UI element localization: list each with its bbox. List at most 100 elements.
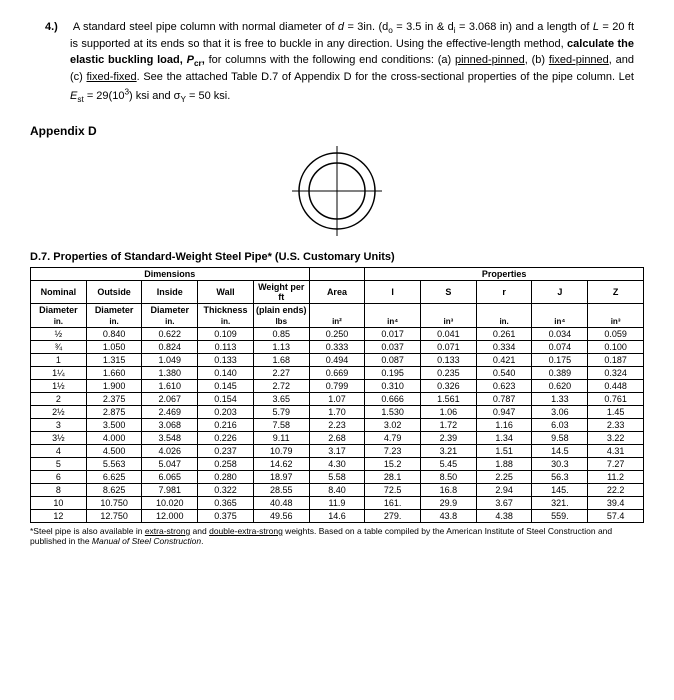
column-header: I [365,280,421,303]
column-unit: in⁴ [532,316,588,328]
table-cell: 0.017 [365,327,421,340]
table-cell: 3.02 [365,418,421,431]
table-cell: 1.70 [309,405,365,418]
table-cell: 8.50 [421,470,477,483]
table-cell: 1.88 [476,457,532,470]
column-header: Inside [142,280,198,303]
table-cell: 0.389 [532,366,588,379]
table-cell: 22.2 [588,483,644,496]
table-cell: 0.840 [86,327,142,340]
column-subheader [365,303,421,316]
column-unit: in³ [421,316,477,328]
column-unit: in. [142,316,198,328]
table-cell: 1.900 [86,379,142,392]
table-cell: 2.39 [421,431,477,444]
column-header: r [476,280,532,303]
table-cell: 0.041 [421,327,477,340]
table-cell: 3.17 [309,444,365,457]
column-subheader: Thickness [198,303,254,316]
table-cell: 4.000 [86,431,142,444]
column-subheader: Diameter [86,303,142,316]
table-cell: 0.175 [532,353,588,366]
table-cell: 40.48 [253,496,309,509]
table-cell: 1.07 [309,392,365,405]
table-cell: 0.195 [365,366,421,379]
table-cell: 0.669 [309,366,365,379]
problem-number: 4.) [45,20,70,36]
table-cell: 3.500 [86,418,142,431]
column-header: Outside [86,280,142,303]
table-cell: 2.27 [253,366,309,379]
column-header: Weight per ft [253,280,309,303]
table-cell: 559. [532,509,588,522]
group-header-properties: Properties [365,267,644,280]
table-cell: 0.365 [198,496,254,509]
table-cell: 1½ [31,379,87,392]
table-cell: 0.947 [476,405,532,418]
table-cell: 0.280 [198,470,254,483]
table-cell: 2½ [31,405,87,418]
table-cell: 15.2 [365,457,421,470]
column-header: Wall [198,280,254,303]
table-row: 66.6256.0650.28018.975.5828.18.502.2556.… [31,470,644,483]
table-cell: 0.494 [309,353,365,366]
table-group-header-row: Dimensions Properties [31,267,644,280]
table-cell: 30.3 [532,457,588,470]
table-cell: 8 [31,483,87,496]
table-cell: 145. [532,483,588,496]
table-cell: 0.087 [365,353,421,366]
table-cell: 11.9 [309,496,365,509]
table-cell: 0.622 [142,327,198,340]
column-unit: in² [309,316,365,328]
table-cell: 1.72 [421,418,477,431]
table-header-row-units: in.in.in.in.lbsin²in⁴in³in.in⁴in³ [31,316,644,328]
table-cell: 12 [31,509,87,522]
table-cell: 2.33 [588,418,644,431]
table-cell: 10.79 [253,444,309,457]
table-cell: 43.8 [421,509,477,522]
table-cell: 0.322 [198,483,254,496]
table-cell: 0.059 [588,327,644,340]
table-cell: 0.666 [365,392,421,405]
table-cell: 1.050 [86,340,142,353]
table-cell: 1.34 [476,431,532,444]
table-cell: 6.625 [86,470,142,483]
problem-text: A standard steel pipe column with normal… [70,21,634,102]
table-cell: 2.067 [142,392,198,405]
table-cell: 0.448 [588,379,644,392]
table-row: 1½1.9001.6100.1452.720.7990.3100.3260.62… [31,379,644,392]
table-cell: 12.750 [86,509,142,522]
table-cell: 0.261 [476,327,532,340]
table-cell: 0.100 [588,340,644,353]
table-cell: 3.65 [253,392,309,405]
table-cell: 4.38 [476,509,532,522]
table-row: 1212.75012.0000.37549.5614.6279.43.84.38… [31,509,644,522]
table-cell: 6.03 [532,418,588,431]
table-cell: 9.11 [253,431,309,444]
table-cell: 8.625 [86,483,142,496]
table-cell: 1.530 [365,405,421,418]
table-cell: 1.68 [253,353,309,366]
table-cell: 0.258 [198,457,254,470]
table-cell: 2.375 [86,392,142,405]
table-cell: 279. [365,509,421,522]
table-cell: 0.071 [421,340,477,353]
table-cell: 2.875 [86,405,142,418]
table-cell: 2.94 [476,483,532,496]
table-cell: 4 [31,444,87,457]
table-cell: 1.561 [421,392,477,405]
table-cell: 0.250 [309,327,365,340]
table-cell: 0.133 [198,353,254,366]
column-header: S [421,280,477,303]
table-cell: 9.58 [532,431,588,444]
table-cell: 321. [532,496,588,509]
table-cell: 0.109 [198,327,254,340]
table-cell: 0.334 [476,340,532,353]
table-cell: 1.51 [476,444,532,457]
table-cell: 1¼ [31,366,87,379]
table-cell: 7.27 [588,457,644,470]
column-unit: in⁴ [365,316,421,328]
table-cell: 10.020 [142,496,198,509]
column-unit: in³ [588,316,644,328]
column-subheader: (plain ends) [253,303,309,316]
